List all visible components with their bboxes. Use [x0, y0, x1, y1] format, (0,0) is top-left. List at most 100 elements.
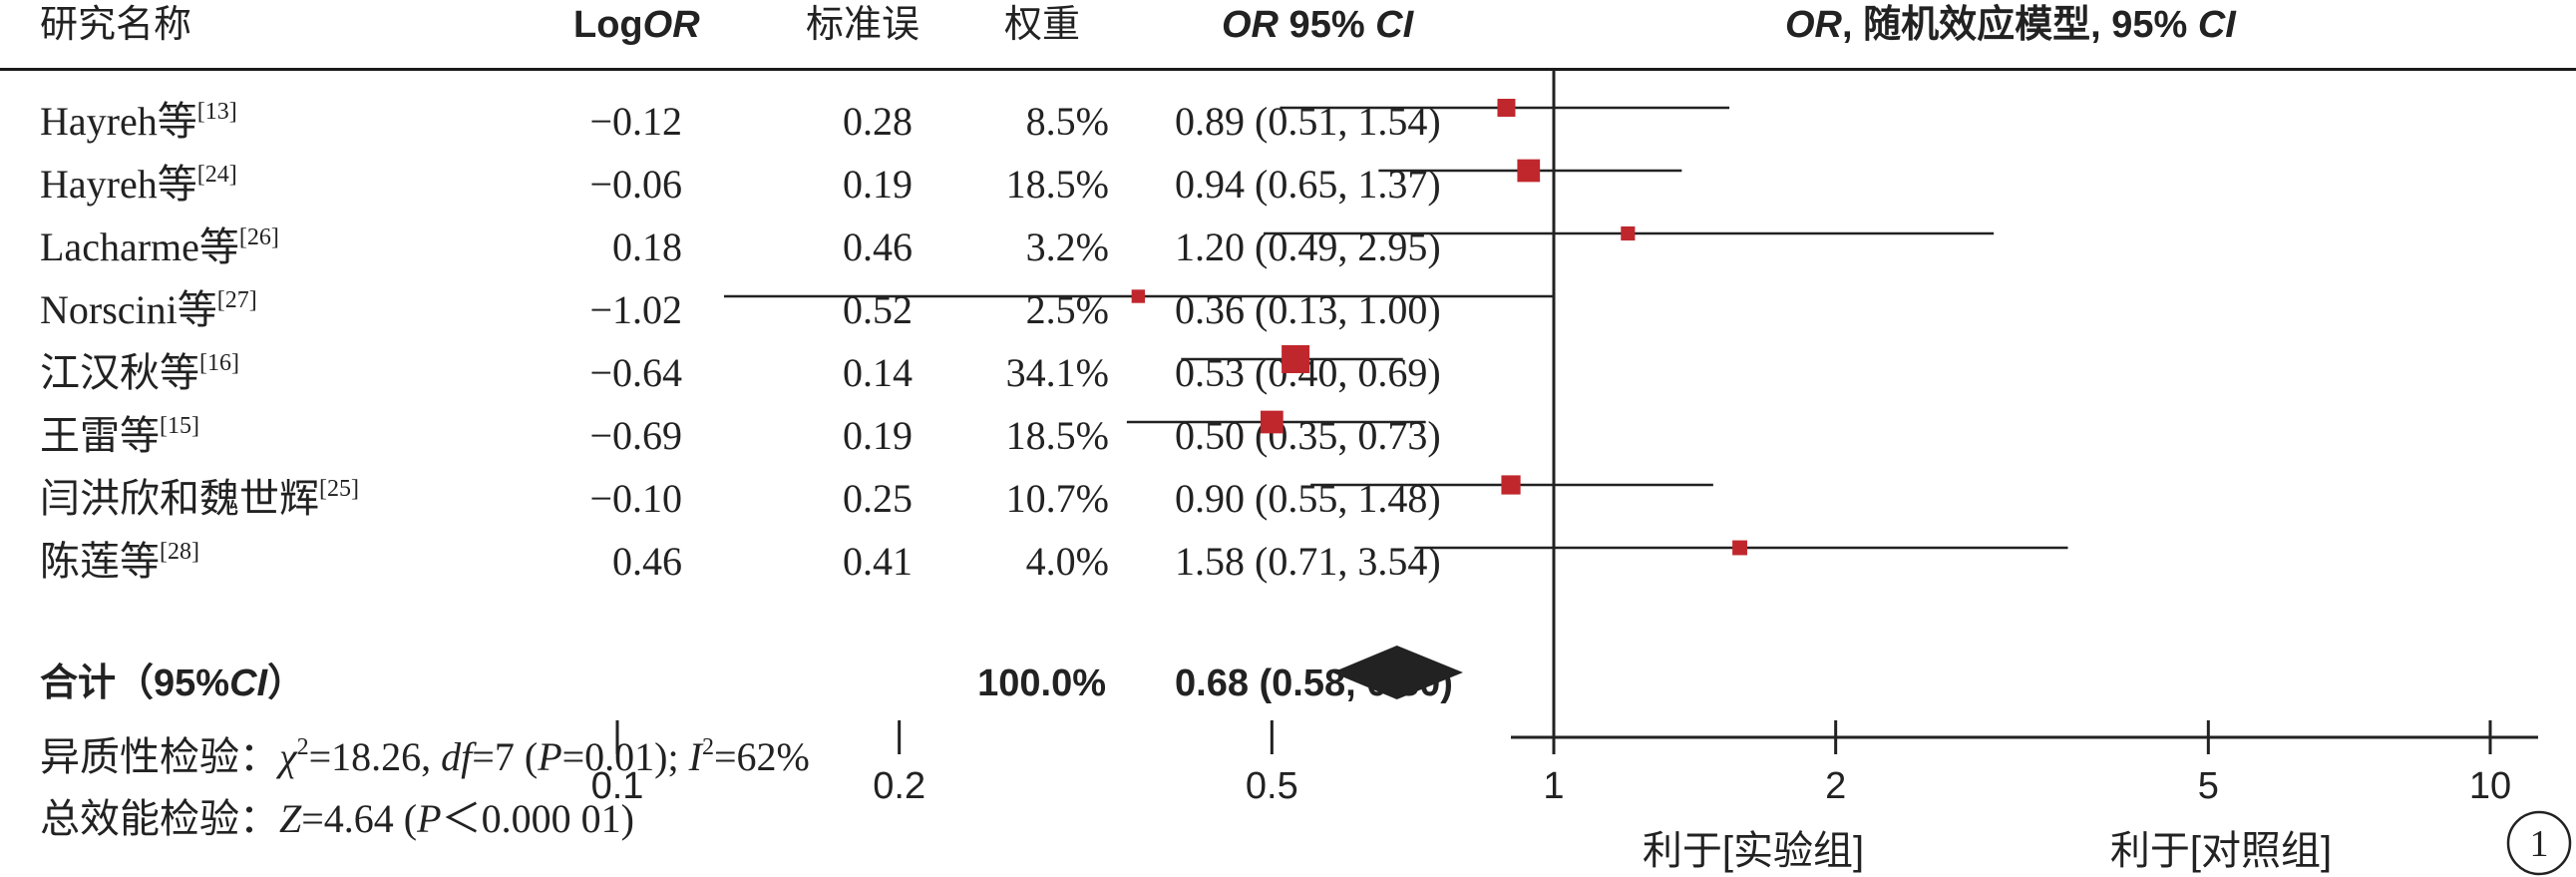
- header-ci: OR 95% CI: [1222, 0, 1413, 50]
- table-row: 闫洪欣和魏世辉[25] −0.10 0.25 10.7% 0.90 (0.55,…: [0, 469, 1476, 529]
- study-name-text: 江汉秋等: [40, 350, 199, 395]
- x-tick-label: 1: [1543, 765, 1564, 807]
- logor-value: −0.10: [589, 476, 682, 521]
- study-name: 陈莲等[28]: [40, 532, 199, 592]
- favors-left-label: 利于[实验组]: [1643, 829, 1864, 873]
- se-value: 0.41: [843, 539, 913, 584]
- table-row: Lacharme等[26] 0.18 0.46 3.2% 1.20 (0.49,…: [0, 218, 1476, 277]
- p-symbol: P: [417, 796, 442, 841]
- study-ref: [13]: [196, 99, 237, 125]
- header-rule: [0, 68, 2576, 71]
- weight-value: 2.5%: [1025, 287, 1109, 332]
- weight-value: 10.7%: [1005, 476, 1109, 521]
- study-name-text: Norscini等: [40, 287, 217, 332]
- se-value: 0.52: [843, 287, 913, 332]
- header-plot: OR, 随机效应模型, 95% CI: [1785, 0, 2236, 50]
- study-marker: [1260, 410, 1284, 434]
- study-ref: [25]: [319, 476, 359, 502]
- header-study: 研究名称: [40, 4, 192, 46]
- ci-value: 1.58 (0.71, 3.54): [1175, 539, 1441, 584]
- z-symbol: Z: [279, 796, 302, 841]
- study-marker: [1621, 225, 1636, 241]
- p-symbol: P: [538, 734, 562, 779]
- heterogeneity-label: 异质性检验：: [40, 734, 279, 779]
- ci-value: 0.90 (0.55, 1.48): [1175, 476, 1441, 521]
- header-logor: LogOR: [573, 0, 700, 50]
- df-symbol: df: [441, 734, 473, 779]
- study-name: Lacharme等[26]: [40, 218, 279, 277]
- study-ref: [15]: [160, 413, 199, 439]
- weight-value: 18.5%: [1005, 162, 1109, 207]
- study-name: 江汉秋等[16]: [40, 343, 239, 403]
- header-ci-or: OR: [1222, 4, 1279, 46]
- x-tick-label: 5: [2198, 765, 2219, 807]
- study-marker: [1732, 540, 1747, 556]
- favors-right-label: 利于[对照组]: [2110, 829, 2332, 873]
- table-row: 王雷等[15] −0.69 0.19 18.5% 0.50 (0.35, 0.7…: [0, 406, 1476, 466]
- total-label-suffix: ）: [267, 662, 306, 704]
- study-name-text: Hayreh等: [40, 162, 197, 207]
- header-ci-mid: 95%: [1279, 4, 1376, 46]
- logor-value: 0.46: [612, 539, 682, 584]
- weight-value: 8.5%: [1025, 99, 1109, 144]
- chi-symbol: χ: [279, 734, 297, 779]
- table-row: Norscini等[27] −1.02 0.52 2.5% 0.36 (0.13…: [0, 280, 1476, 340]
- table-row: Hayreh等[24] −0.06 0.19 18.5% 0.94 (0.65,…: [0, 155, 1476, 215]
- chi-value: =18.26,: [308, 734, 442, 779]
- x-tick-label: 0.5: [1246, 765, 1298, 807]
- se-value: 0.19: [843, 162, 913, 207]
- study-name: Hayreh等[24]: [40, 155, 237, 215]
- x-tick-label: 0.2: [873, 765, 925, 807]
- total-weight: 100.0%: [977, 662, 1106, 704]
- study-marker: [1517, 159, 1541, 183]
- header-plot-rest: , 随机效应模型, 95%: [1842, 4, 2198, 46]
- logor-value: −1.02: [589, 287, 682, 332]
- se-value: 0.14: [843, 350, 913, 395]
- se-value: 0.25: [843, 476, 913, 521]
- overall-label: 总效能检验：: [40, 796, 279, 841]
- table-row: Hayreh等[13] −0.12 0.28 8.5% 0.89 (0.51, …: [0, 92, 1476, 152]
- study-ref: [16]: [199, 350, 239, 376]
- p-value: =0.01);: [561, 734, 689, 779]
- logor-value: 0.18: [612, 224, 682, 269]
- i-sup: 2: [701, 734, 714, 760]
- study-ref: [26]: [238, 224, 279, 250]
- heterogeneity-test: 异质性检验：χ2=18.26, df=7 (P=0.01); I2=62%: [40, 729, 810, 785]
- logor-value: −0.69: [589, 413, 682, 458]
- chi-sup: 2: [296, 734, 309, 760]
- study-marker: [1497, 99, 1516, 117]
- study-ref: [28]: [160, 539, 199, 565]
- study-name-text: Lacharme等: [40, 224, 239, 269]
- total-label: 合计（95%CI）: [40, 654, 305, 713]
- se-value: 0.46: [843, 224, 913, 269]
- ci-value: 1.20 (0.49, 2.95): [1175, 224, 1441, 269]
- ci-value: 0.94 (0.65, 1.37): [1175, 162, 1441, 207]
- panel-number: 1: [2530, 823, 2549, 865]
- header-logor-ital: OR: [642, 4, 700, 46]
- study-name-text: 王雷等: [40, 413, 160, 458]
- header-plot-ci: CI: [2197, 4, 2236, 46]
- overall-effect-test: 总效能检验：Z=4.64 (P＜0.000 01): [40, 791, 634, 847]
- weight-value: 18.5%: [1005, 413, 1109, 458]
- header-se: 标准误: [806, 4, 920, 46]
- header-ci-ci: CI: [1375, 4, 1414, 46]
- ci-value: 0.50 (0.35, 0.73): [1175, 413, 1441, 458]
- df-value: =7 (: [472, 734, 539, 779]
- study-name-text: Hayreh等: [40, 99, 197, 144]
- weight-value: 34.1%: [1005, 350, 1109, 395]
- study-marker: [1131, 289, 1146, 303]
- weight-value: 3.2%: [1025, 224, 1109, 269]
- study-marker: [1501, 475, 1521, 495]
- header-weight: 权重: [1004, 4, 1081, 46]
- total-label-ci: CI: [229, 662, 268, 704]
- x-tick-label: 2: [1825, 765, 1846, 807]
- z-value: =4.64 (: [301, 796, 418, 841]
- study-marker: [1282, 345, 1310, 373]
- study-name-text: 闫洪欣和魏世辉: [40, 476, 319, 521]
- header-logor-prefix: Log: [573, 4, 643, 46]
- x-tick-label: 0.1: [591, 765, 644, 807]
- se-value: 0.19: [843, 413, 913, 458]
- study-ref: [27]: [216, 287, 257, 313]
- se-value: 0.28: [843, 99, 913, 144]
